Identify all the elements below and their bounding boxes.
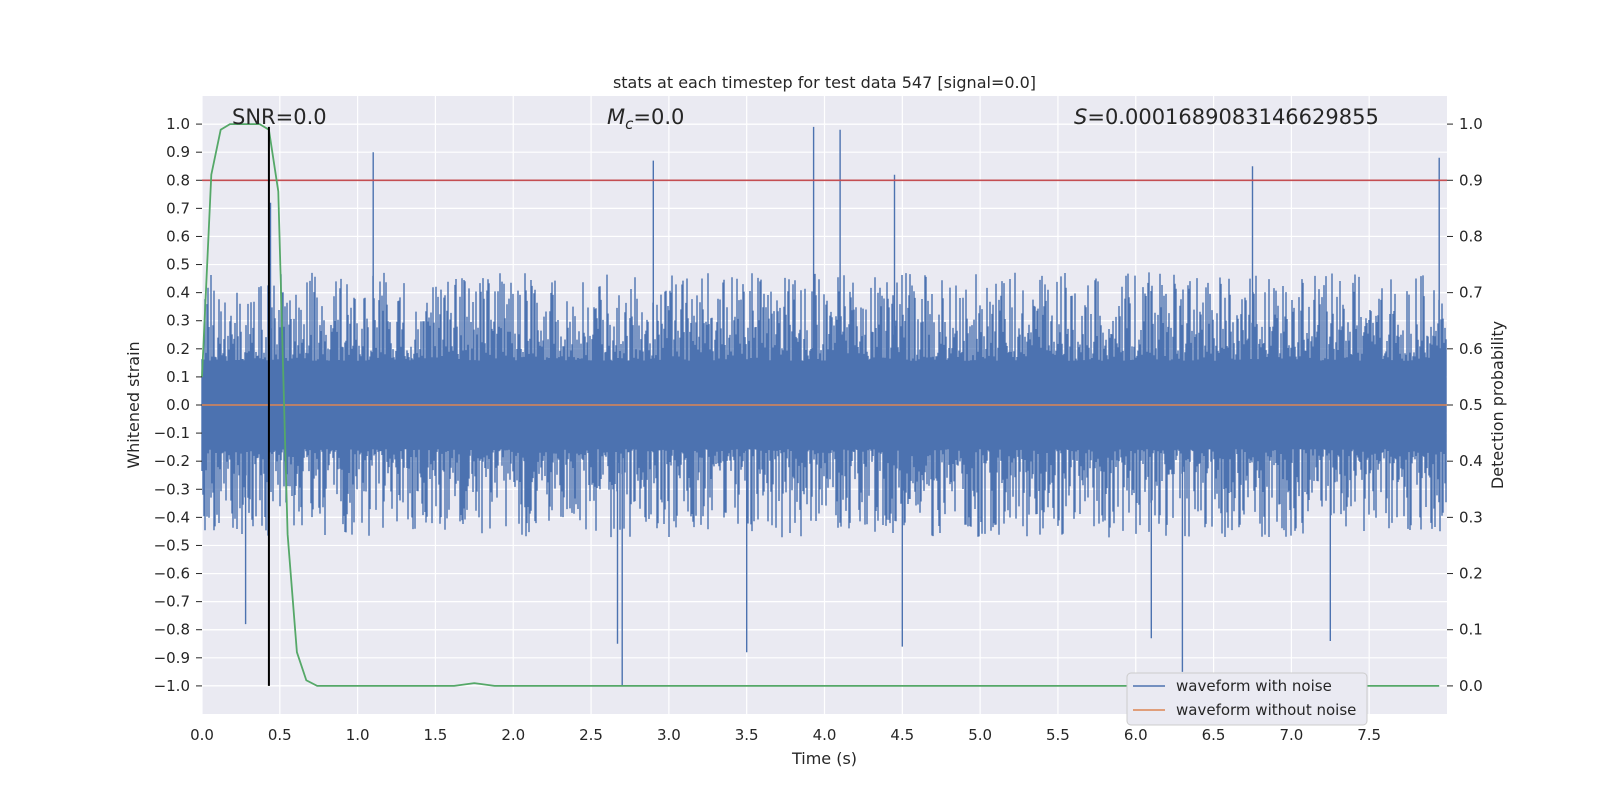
y2-tick-label: 0.7 — [1459, 284, 1483, 302]
x-tick-label: 7.0 — [1279, 726, 1303, 744]
x-tick-label: 2.0 — [501, 726, 525, 744]
y-tick-label: −0.9 — [154, 649, 190, 667]
y-tick-label: 0.5 — [166, 256, 190, 274]
y-tick-label: 0.1 — [166, 368, 190, 386]
x-tick-label: 6.5 — [1202, 726, 1226, 744]
y-tick-label: −0.5 — [154, 536, 190, 554]
y-tick-label: −0.2 — [154, 452, 190, 470]
y-tick-label: 0.7 — [166, 199, 190, 217]
y2-tick-label: 0.2 — [1459, 565, 1483, 583]
y-axis-label: Whitened strain — [124, 341, 143, 468]
y-tick-label: −1.0 — [154, 677, 190, 695]
detection-probability-line — [201, 123, 1440, 687]
y2-tick-label: 0.0 — [1459, 677, 1483, 695]
y2-tick-label: 0.9 — [1459, 171, 1483, 189]
y-tick-label: 0.8 — [166, 171, 190, 189]
tick-labels: 0.0 0.5 1.0 1.5 2.0 2.5 3.0 3.5 4.0 4.5 5.0 5.5 6.0 6… — [154, 115, 1483, 744]
x-tick-label: 5.0 — [968, 726, 992, 744]
chart-title: stats at each timestep for test data 547… — [613, 73, 1036, 92]
y-tick-label: 0.0 — [166, 396, 190, 414]
series-waveform-with-noise — [201, 126, 1447, 686]
snr-annotation: SNR=0.0 — [232, 105, 327, 129]
x-tick-label: 6.0 — [1124, 726, 1148, 744]
y-tick-label: −0.4 — [154, 508, 190, 526]
x-axis-label: Time (s) — [791, 749, 857, 768]
mc-annotation: Mc=0.0 — [607, 105, 684, 133]
y2-tick-label: 0.4 — [1459, 452, 1483, 470]
y-tick-label: −0.8 — [154, 621, 190, 639]
y2-tick-label: 0.5 — [1459, 396, 1483, 414]
y-tick-label: −0.6 — [154, 565, 190, 583]
y-tick-label: −0.3 — [154, 480, 190, 498]
x-tick-label: 3.5 — [735, 726, 759, 744]
x-tick-label: 0.5 — [268, 726, 292, 744]
series-lines — [201, 123, 1447, 687]
legend: waveform with noise waveform without noi… — [1126, 672, 1368, 726]
s-annotation: S=0.0001689083146629855 — [1074, 105, 1379, 129]
y-tick-label: −0.1 — [154, 424, 190, 442]
y-tick-label: −0.7 — [154, 593, 190, 611]
y2-tick-label: 0.8 — [1459, 227, 1483, 245]
y-tick-label: 0.6 — [166, 227, 190, 245]
y2-tick-label: 0.6 — [1459, 340, 1483, 358]
x-tick-label: 0.0 — [190, 726, 214, 744]
legend-entry-clean: waveform without noise — [1176, 701, 1356, 719]
y-tick-label: 1.0 — [166, 115, 190, 133]
legend-entry-noise: waveform with noise — [1176, 677, 1332, 695]
x-tick-label: 4.5 — [890, 726, 914, 744]
y-tick-label: 0.9 — [166, 143, 190, 161]
y-tick-label: 0.4 — [166, 284, 190, 302]
y2-axis-label: Detection probability — [1488, 321, 1507, 489]
x-tick-label: 1.5 — [424, 726, 448, 744]
x-tick-label: 7.5 — [1357, 726, 1381, 744]
y-tick-label: 0.3 — [166, 312, 190, 330]
y2-tick-label: 0.1 — [1459, 621, 1483, 639]
legend-box — [1126, 672, 1368, 726]
x-tick-label: 5.5 — [1046, 726, 1070, 744]
y2-tick-label: 0.3 — [1459, 508, 1483, 526]
y-tick-label: 0.2 — [166, 340, 190, 358]
x-tick-label: 2.5 — [579, 726, 603, 744]
y2-tick-label: 1.0 — [1459, 115, 1483, 133]
x-tick-label: 4.0 — [813, 726, 837, 744]
x-tick-label: 3.0 — [657, 726, 681, 744]
waveform-with-noise-line — [201, 126, 1447, 686]
x-tick-label: 1.0 — [346, 726, 370, 744]
